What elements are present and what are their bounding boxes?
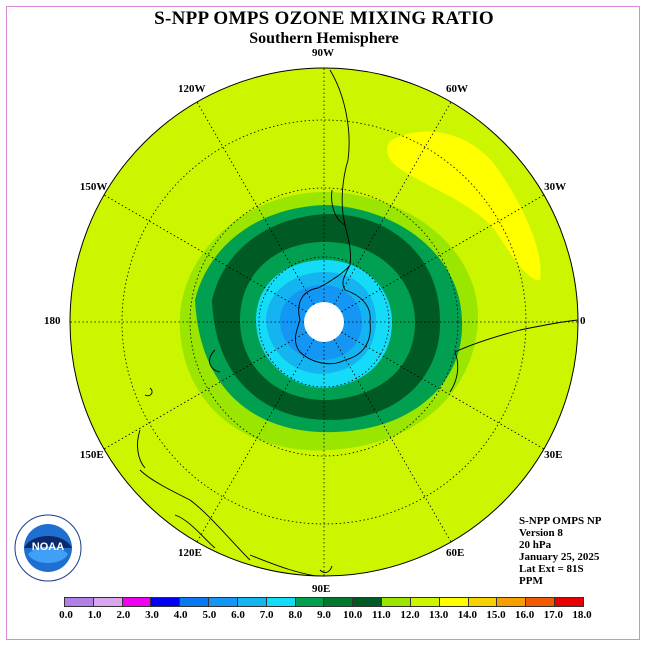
instrument-label: S-NPP OMPS NP	[519, 515, 602, 527]
meridian-line	[103, 194, 307, 313]
longitude-label: 60W	[446, 82, 468, 95]
colorbar-segment	[353, 598, 383, 606]
date-label: January 25, 2025	[519, 551, 600, 563]
coastlines	[137, 69, 578, 576]
colorbar-segment	[410, 598, 440, 606]
colorbar-segment	[237, 598, 267, 606]
colorbar-segment	[266, 598, 296, 606]
colorbar-tick-label: 1.0	[87, 609, 102, 621]
longitude-label: 90W	[312, 47, 334, 59]
units-label: PPM	[519, 575, 543, 587]
longitude-label: 0	[580, 315, 586, 327]
colorbar-tick-label: 5.0	[202, 609, 217, 621]
colorbar-segment	[65, 598, 94, 606]
colorbar-tick-label: 3.0	[145, 609, 159, 621]
map-boundary	[69, 67, 579, 577]
longitude-label: 150E	[79, 449, 104, 461]
longitude-label: 180	[44, 315, 61, 327]
longitude-label: 150W	[79, 181, 108, 193]
longitude-label: 30E	[544, 449, 563, 461]
svg-text:NOAA: NOAA	[32, 541, 64, 553]
colorbar-tick-label: 7.0	[259, 609, 274, 621]
colorbar-tick-label: 2.0	[116, 609, 131, 621]
colorbar-ticks: 0.0 1.0 2.0 3.0 4.0 5.0 6.0 7.0 8.0 9.0 10.0 11.0 12…	[0, 609, 648, 623]
colorbar-tick-label: 12.0	[400, 609, 420, 621]
colorbar-tick-label: 14.0	[457, 609, 477, 621]
pressure-level-label: 20 hPa	[519, 539, 552, 551]
meridian-line	[341, 194, 545, 313]
meridian-line	[103, 331, 307, 450]
colorbar-segment	[151, 598, 181, 606]
colorbar-segment	[555, 598, 583, 606]
colorbar	[64, 597, 584, 607]
colorbar-segment	[122, 598, 152, 606]
lat-extent-label: Lat Ext = 81S	[519, 563, 584, 575]
colorbar-tick-label: 16.0	[515, 609, 535, 621]
colorbar-tick-label: 15.0	[486, 609, 506, 621]
colorbar-segment	[324, 598, 354, 606]
meridian-line	[333, 339, 452, 543]
meridian-line	[196, 339, 315, 543]
graticule	[70, 68, 578, 576]
ozone-maximum-region	[387, 131, 541, 281]
colorbar-tick-label: 11.0	[372, 609, 391, 621]
noaa-logo: NOAA	[14, 514, 82, 582]
colorbar-segment	[468, 598, 498, 606]
pole-hole	[304, 302, 344, 342]
colorbar-tick-label: 8.0	[288, 609, 303, 621]
map-subtitle: Southern Hemisphere	[249, 30, 399, 47]
longitude-label: 30W	[544, 181, 567, 193]
meridian-line	[333, 101, 452, 305]
colorbar-tick-label: 17.0	[543, 609, 563, 621]
meridian-line	[341, 331, 545, 450]
meridian-line	[196, 101, 315, 305]
colorbar-segment	[295, 598, 325, 606]
colorbar-segment	[526, 598, 556, 606]
colorbar-tick-label: 6.0	[231, 609, 245, 621]
colorbar-tick-label: 18.0	[572, 609, 592, 621]
colorbar-tick-label: 13.0	[429, 609, 449, 621]
colorbar-segment	[439, 598, 469, 606]
colorbar-segment	[497, 598, 527, 606]
colorbar-segment	[93, 598, 123, 606]
map-title: S-NPP OMPS OZONE MIXING RATIO	[154, 8, 494, 29]
longitude-label: 60E	[446, 547, 465, 560]
colorbar-segment	[382, 598, 411, 606]
colorbar-tick-label: 10.0	[343, 609, 363, 621]
info-panel: S-NPP OMPS NP Version 8 20 hPa January 2…	[519, 515, 602, 587]
longitude-label: 90E	[312, 583, 331, 595]
colorbar-tick-label: 9.0	[317, 609, 331, 621]
colorbar-segment	[180, 598, 210, 606]
colorbar-segment	[209, 598, 238, 606]
colorbar-tick-label: 4.0	[173, 609, 188, 621]
version-label: Version 8	[519, 527, 563, 539]
figure-frame	[6, 6, 640, 640]
longitude-label: 120E	[178, 547, 202, 560]
longitude-label: 120W	[178, 82, 206, 95]
colorbar-tick-label: 0.0	[59, 609, 73, 621]
